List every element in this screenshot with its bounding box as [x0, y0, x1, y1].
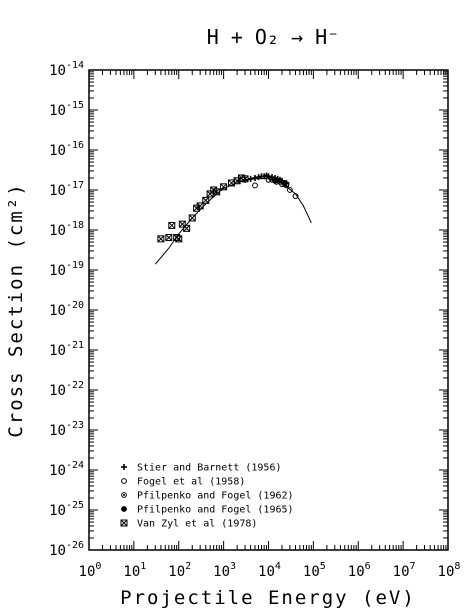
y-tick-label: 10-24: [49, 460, 84, 479]
y-tick-label: 10-17: [49, 180, 84, 199]
data-point: [251, 174, 258, 181]
data-point: [265, 176, 272, 183]
x-tick-label: 105: [303, 561, 326, 580]
y-tick-label: 10-22: [49, 380, 84, 399]
x-tick-labels: 100 101 102 103 104 105 106 107 108: [79, 561, 461, 580]
data-point: [280, 180, 287, 186]
legend-label: Van Zyl et al (1978): [137, 519, 257, 530]
legend-marker: [121, 478, 127, 484]
x-tick-label: 103: [213, 561, 236, 580]
axis-ticks: [88, 69, 449, 551]
data-point: [265, 173, 272, 180]
data-point: [202, 196, 210, 204]
data-point: [213, 188, 221, 196]
data-point: [247, 175, 254, 182]
y-tick-label: 10-20: [49, 300, 84, 319]
y-tick-label: 10-18: [49, 220, 84, 239]
data-point: [188, 214, 196, 222]
y-axis-title: Cross Section (cm²): [5, 182, 27, 437]
legend-label: Pfilpenko and Fogel (1962): [137, 491, 294, 502]
data-point: [272, 177, 278, 184]
x-tick-label: 108: [438, 561, 461, 580]
data-point: [287, 187, 293, 193]
legend-label: Pfilpenko and Fogel (1965): [137, 505, 294, 516]
legend-label: Fogel et al (1958): [137, 477, 245, 488]
x-tick-label: 106: [348, 561, 371, 580]
x-tick-label: 107: [393, 561, 416, 580]
chart-title: H + O₂ → H⁻: [207, 25, 339, 49]
data-point: [292, 193, 299, 200]
legend-marker: [121, 492, 127, 498]
y-tick-labels: 10-14 10-15 10-16 10-17 10-18 10-19 10-20 10-21…: [49, 60, 84, 559]
x-tick-label: 104: [258, 561, 281, 580]
y-tick-label: 10-14: [49, 60, 84, 79]
legend-marker: [121, 506, 127, 512]
y-tick-label: 10-15: [49, 100, 84, 119]
legend-marker: [121, 464, 127, 470]
x-tick-label: 100: [79, 561, 102, 580]
x-axis-title: Projectile Energy (eV): [120, 587, 416, 609]
data-point: [175, 235, 183, 243]
data-point: [157, 235, 165, 243]
legend: Stier and Barnett (1956) Fogel et al (195…: [120, 463, 294, 530]
data-point: [255, 174, 262, 181]
y-tick-label: 10-19: [49, 260, 84, 279]
data-points: [157, 172, 299, 243]
y-tick-label: 10-21: [49, 340, 84, 359]
x-tick-label: 101: [123, 561, 146, 580]
data-point: [193, 204, 201, 212]
legend-label: Stier and Barnett (1956): [137, 463, 282, 474]
legend-marker: [120, 519, 128, 527]
data-point: [252, 182, 258, 189]
x-tick-label: 102: [168, 561, 191, 580]
y-tick-label: 10-26: [49, 540, 84, 559]
y-tick-label: 10-23: [49, 420, 84, 439]
data-point: [220, 183, 228, 191]
data-point: [196, 202, 204, 210]
data-point: [241, 175, 249, 183]
data-point: [183, 224, 191, 232]
data-point: [168, 221, 176, 229]
y-tick-label: 10-16: [49, 140, 84, 159]
data-point: [165, 233, 173, 241]
y-tick-label: 10-25: [49, 500, 84, 519]
